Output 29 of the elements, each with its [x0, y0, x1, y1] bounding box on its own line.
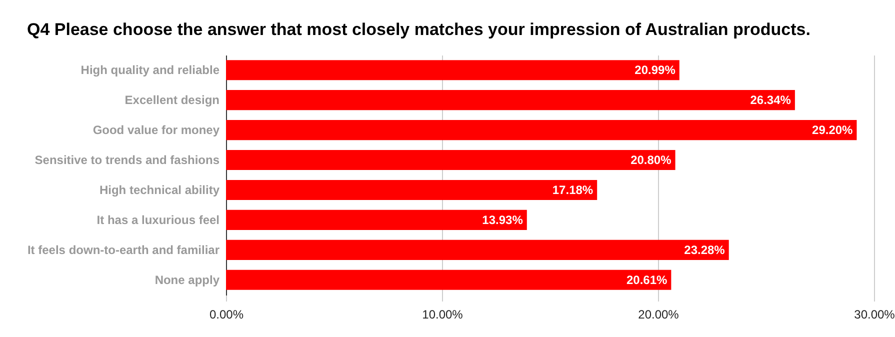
- bar: [226, 180, 598, 200]
- bar: [226, 240, 729, 260]
- y-tick-label: It has a luxurious feel: [96, 212, 220, 227]
- data-label: 23.28%: [684, 242, 726, 257]
- data-label: 17.18%: [552, 182, 594, 197]
- data-label: 26.34%: [750, 93, 792, 108]
- data-label: 20.99%: [634, 63, 676, 78]
- bar: [226, 120, 857, 140]
- data-label: 13.93%: [482, 212, 524, 227]
- y-tick-label: Sensitive to trends and fashions: [34, 153, 220, 168]
- y-tick-label: It feels down-to-earth and familiar: [27, 242, 220, 257]
- bar: [226, 150, 676, 170]
- y-tick-label: High technical ability: [99, 182, 220, 197]
- x-tick-label: 20.00%: [638, 308, 680, 322]
- x-tick-label: 0.00%: [209, 308, 244, 322]
- y-tick-label: High quality and reliable: [80, 63, 220, 78]
- y-tick-label: Good value for money: [92, 123, 220, 138]
- bar: [226, 270, 672, 290]
- bar: [226, 210, 527, 230]
- bar: [226, 60, 680, 80]
- y-tick-label: None apply: [154, 272, 220, 287]
- chart-title: Q4 Please choose the answer that most closely matches your impression of Australian products.: [26, 20, 810, 39]
- data-label: 29.20%: [812, 123, 854, 138]
- data-label: 20.61%: [626, 272, 668, 287]
- x-tick-label: 10.00%: [422, 308, 464, 322]
- y-tick-label: Excellent design: [124, 93, 220, 108]
- x-tick-label: 30.00%: [854, 308, 895, 322]
- data-label: 20.80%: [630, 153, 672, 168]
- bar: [226, 90, 795, 110]
